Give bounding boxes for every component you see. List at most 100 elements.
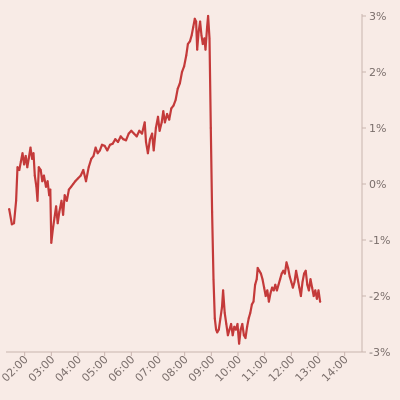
data-point <box>183 65 186 68</box>
data-point <box>84 180 88 183</box>
data-point <box>291 286 294 289</box>
x-tick-label: 13:00 <box>293 353 325 385</box>
data-point <box>301 280 304 284</box>
data-point <box>190 34 193 37</box>
data-point <box>271 286 274 289</box>
data-point <box>106 149 109 152</box>
data-point <box>124 139 128 142</box>
data-point <box>46 180 49 183</box>
y-tick-label: 3% <box>369 10 386 23</box>
x-tick-label: 05:00 <box>79 353 111 385</box>
data-point <box>132 132 136 135</box>
data-point <box>255 278 258 281</box>
data-point <box>160 121 163 124</box>
data-point <box>48 194 51 197</box>
data-point <box>32 152 35 155</box>
data-point <box>166 112 169 116</box>
data-point <box>274 283 277 286</box>
x-tick-label: 03:00 <box>26 353 58 385</box>
data-point <box>220 306 224 309</box>
data-point <box>111 142 114 145</box>
x-tick-label: 14:00 <box>319 353 351 385</box>
data-point <box>127 132 130 135</box>
data-point <box>108 143 112 146</box>
data-point <box>65 199 68 202</box>
x-tick-label: 07:00 <box>133 353 165 385</box>
data-point <box>92 154 95 158</box>
data-point <box>138 129 141 132</box>
data-point <box>215 328 218 331</box>
data-point <box>122 138 125 141</box>
data-point <box>290 280 293 284</box>
data-point <box>226 334 229 337</box>
data-point <box>223 311 226 314</box>
data-point <box>275 289 278 292</box>
data-point <box>317 289 320 292</box>
data-point <box>314 289 317 292</box>
data-point <box>23 163 26 166</box>
data-point <box>18 168 21 172</box>
data-point <box>293 280 296 284</box>
data-point <box>228 328 231 331</box>
data-point <box>219 317 222 320</box>
data-point <box>311 286 314 289</box>
data-point <box>319 300 322 303</box>
data-point <box>225 322 228 326</box>
data-point <box>261 278 264 281</box>
data-point <box>82 168 85 172</box>
data-point <box>192 26 195 29</box>
data-point <box>247 317 250 320</box>
data-point <box>244 336 247 340</box>
data-point <box>94 146 97 149</box>
data-point <box>156 115 160 118</box>
data-point <box>246 325 249 328</box>
data-point <box>272 289 275 292</box>
data-point <box>19 160 22 163</box>
data-point <box>130 129 133 132</box>
data-point <box>288 275 291 278</box>
data-point <box>53 216 56 219</box>
data-point <box>304 269 307 272</box>
data-point <box>241 322 244 326</box>
data-point <box>252 300 255 303</box>
data-point <box>174 98 177 102</box>
data-point <box>280 272 283 275</box>
data-point <box>63 194 66 197</box>
data-point <box>100 143 104 146</box>
data-point <box>70 185 73 188</box>
data-point <box>60 199 63 202</box>
y-axis-ticks: 3% 2% 1% 0% -1% -2% -3% <box>362 10 390 359</box>
data-point <box>196 48 199 51</box>
data-point <box>114 138 117 141</box>
data-point <box>76 177 80 180</box>
data-point <box>201 42 204 46</box>
data-point <box>206 26 209 29</box>
data-point <box>249 311 252 314</box>
y-tick-label: 1% <box>369 122 386 135</box>
data-point <box>37 166 40 169</box>
data-point <box>315 297 318 300</box>
data-point <box>259 272 262 275</box>
data-point <box>41 180 44 183</box>
data-point <box>209 126 212 130</box>
data-point <box>148 138 152 141</box>
data-point <box>8 208 11 211</box>
data-point <box>168 118 171 121</box>
data-point <box>203 37 206 40</box>
x-tick-label: 11:00 <box>239 353 271 385</box>
data-point <box>283 272 286 275</box>
x-tick-label: 04:00 <box>53 353 85 385</box>
data-point <box>16 166 19 169</box>
data-point <box>269 292 272 295</box>
data-point <box>199 20 202 23</box>
data-points <box>8 14 322 345</box>
data-point <box>298 286 301 289</box>
data-point <box>12 222 16 225</box>
data-point <box>217 328 220 331</box>
data-point <box>103 144 106 147</box>
data-point <box>21 152 24 155</box>
price-change-line <box>8 14 322 345</box>
data-point <box>299 294 302 298</box>
data-point <box>36 199 39 202</box>
